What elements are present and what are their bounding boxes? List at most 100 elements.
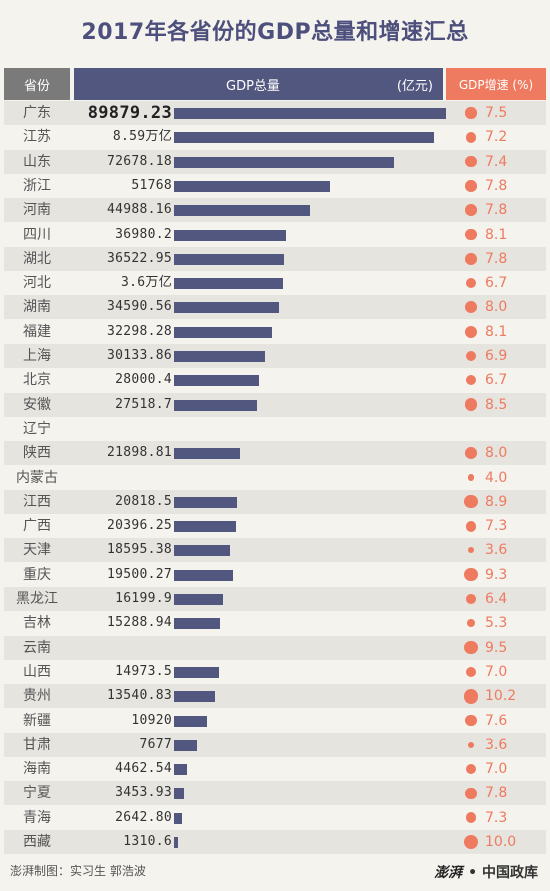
table-row: 浙江 51768 7.8 <box>4 174 546 198</box>
growth-rate-label: 6.7 <box>485 372 508 389</box>
growth-rate-label: 10.2 <box>485 688 517 705</box>
growth-rate-label: 9.5 <box>485 639 508 656</box>
growth-dot <box>465 787 477 800</box>
table-row: 云南 9.5 <box>4 635 546 660</box>
gdp-bar <box>174 180 331 192</box>
growth-rate-label: 8.1 <box>485 226 508 243</box>
table-row: 宁夏 3453.93 7.8 <box>4 781 546 806</box>
gdp-value-label: 10920 <box>131 712 172 728</box>
growth-rate-label: 3.6 <box>485 542 508 559</box>
province-label: 西藏 <box>23 834 51 850</box>
growth-dot <box>465 812 477 824</box>
table-row: 湖南 34590.56 8.0 <box>4 295 546 320</box>
footer-brand-block: 澎湃 • 中国政库 <box>434 862 538 882</box>
gdp-bar <box>174 691 215 703</box>
table-row: 安徽 27518.7 8.5 <box>4 392 546 417</box>
table-row: 西藏 1310.6 10.0 <box>4 830 546 854</box>
province-label: 广西 <box>23 518 51 535</box>
province-label: 重庆 <box>23 566 51 583</box>
province-label: 天津 <box>23 542 51 559</box>
province-label: 北京 <box>23 372 51 389</box>
province-label: 四川 <box>23 226 51 243</box>
province-label: 浙江 <box>23 177 51 194</box>
gdp-bar <box>174 764 188 776</box>
chart-title: 2017年各省份的GDP总量和增速汇总 <box>81 20 469 45</box>
table-row: 陕西 21898.81 8.0 <box>4 441 546 466</box>
gdp-value-label: 2642.80 <box>115 809 172 825</box>
table-row: 黑龙江 16199.9 6.4 <box>4 587 546 611</box>
growth-dot <box>465 228 477 241</box>
province-label: 陕西 <box>23 445 51 462</box>
growth-dot <box>467 474 475 481</box>
gdp-bar <box>174 229 286 241</box>
table-row: 海南 4462.54 7.0 <box>4 757 546 781</box>
gdp-bar <box>174 399 258 411</box>
gdp-bar <box>174 156 394 168</box>
growth-dot <box>465 156 477 168</box>
table-row: 河南 44988.16 7.8 <box>4 198 546 223</box>
gdp-value-label: 1310.6 <box>123 834 172 849</box>
growth-rate-label: 9.3 <box>485 566 508 583</box>
gdp-value-label: 36980.2 <box>115 226 172 242</box>
province-label: 贵州 <box>23 688 51 705</box>
gdp-bar <box>174 496 237 508</box>
gdp-bar <box>174 594 223 605</box>
gdp-value-label: 20818.5 <box>115 493 172 509</box>
gdp-bar <box>174 351 266 362</box>
province-label: 山西 <box>23 663 51 680</box>
table-row: 河北 3.6万亿 6.7 <box>4 271 546 295</box>
table-row: 广东 89879.23 7.5 <box>4 101 546 125</box>
table-row: 贵州 13540.83 10.2 <box>4 684 546 709</box>
brand-logo: 澎湃 <box>434 865 463 881</box>
gdp-bar <box>174 448 241 460</box>
header-province: 省份 <box>4 68 70 100</box>
province-label: 青海 <box>23 809 51 826</box>
growth-dot <box>465 325 477 338</box>
gdp-value-label: 21898.81 <box>106 445 172 461</box>
growth-rate-label: 7.2 <box>485 129 508 146</box>
gdp-bar <box>174 205 310 217</box>
growth-dot <box>465 204 477 216</box>
table-row: 江西 20818.5 8.9 <box>4 489 546 514</box>
growth-rate-label: 5.3 <box>485 615 508 632</box>
gdp-value-label: 27518.7 <box>115 396 172 412</box>
table-row: 山东 72678.18 7.4 <box>4 149 546 174</box>
growth-rate-label: 7.5 <box>485 105 508 121</box>
gdp-value-label: 32298.28 <box>106 323 172 339</box>
footer-credit: 澎湃制图：实习生 郭浩波 <box>10 864 146 878</box>
growth-dot <box>465 301 477 314</box>
growth-dot <box>463 834 479 850</box>
growth-dot <box>465 520 477 532</box>
growth-rate-label: 8.0 <box>485 445 508 462</box>
table-row: 青海 2642.80 7.3 <box>4 806 546 830</box>
gdp-value-label: 30133.86 <box>106 348 172 363</box>
gdp-bar <box>174 569 233 581</box>
gdp-value-label: 19500.27 <box>106 566 172 582</box>
table-row: 天津 18595.38 3.6 <box>4 538 546 563</box>
province-label: 内蒙古 <box>16 469 58 486</box>
province-label: 江西 <box>23 493 51 510</box>
growth-rate-label: 6.4 <box>485 591 508 607</box>
growth-rate-label: 7.6 <box>485 712 508 729</box>
growth-dot <box>465 180 477 192</box>
gdp-bar <box>174 326 272 338</box>
gdp-value-label: 13540.83 <box>106 688 172 704</box>
growth-dot <box>466 594 476 604</box>
province-label: 甘肃 <box>23 736 51 753</box>
gdp-value-label: 18595.38 <box>106 542 172 558</box>
table-row: 湖北 36522.95 7.8 <box>4 246 546 271</box>
gdp-value-label: 20396.25 <box>106 518 172 534</box>
table-row: 广西 20396.25 7.3 <box>4 514 546 538</box>
table-row: 江苏 8.59万亿 7.2 <box>4 125 546 149</box>
table-row: 吉林 15288.94 5.3 <box>4 611 546 635</box>
growth-dot <box>465 763 477 775</box>
header-gdp-label: GDP总量 <box>226 78 280 94</box>
growth-dot <box>463 688 479 704</box>
growth-dot <box>465 278 477 289</box>
growth-rate-label: 7.8 <box>485 250 508 267</box>
province-label: 辽宁 <box>23 420 51 437</box>
growth-rate-label: 8.0 <box>485 299 508 316</box>
growth-dot <box>465 666 477 678</box>
table-row: 上海 30133.86 6.9 <box>4 344 546 368</box>
gdp-value-label: 28000.4 <box>115 372 172 388</box>
